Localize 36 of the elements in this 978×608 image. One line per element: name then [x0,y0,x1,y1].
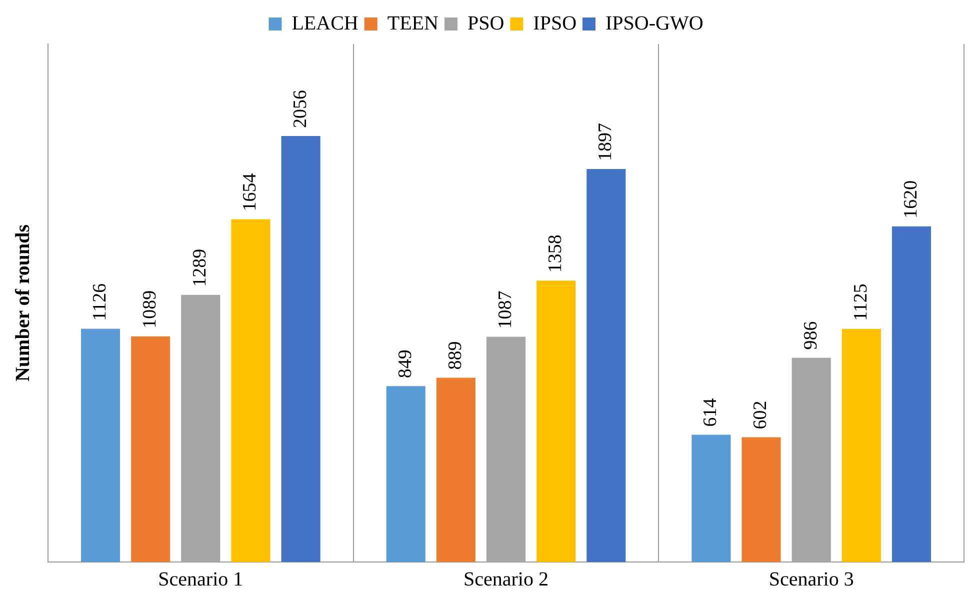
bar [892,226,932,562]
data-label: 2056 [290,90,311,128]
bar [231,219,270,562]
data-label: 1897 [595,122,616,161]
bar [131,336,170,562]
data-label: 1126 [90,283,110,321]
data-label: 889 [444,341,466,370]
data-label: 1620 [900,180,922,218]
bar [842,328,881,562]
bar [281,136,320,562]
y-axis-title: Number of rounds [12,224,34,382]
legend-label: IPSO-GWO [606,12,704,34]
bar [386,386,426,562]
data-label: 602 [750,400,772,430]
bar [742,437,781,562]
data-label: 1358 [545,234,566,273]
data-label: 614 [700,398,722,427]
data-label: 1654 [240,172,261,212]
bar [536,280,576,562]
bar [436,378,476,562]
x-tick-label: Scenario 2 [464,568,548,590]
data-label: 1289 [190,248,211,287]
legend-label: IPSO [533,12,577,34]
x-tick-label: Scenario 3 [768,568,854,590]
bar [586,168,626,562]
x-tick-label: Scenario 1 [158,568,244,590]
bar [692,434,731,562]
legend-label: PSO [467,12,504,34]
legend-label: LEACH [292,12,358,34]
legend-label: TEEN [387,12,438,34]
data-label: 1125 [850,284,872,321]
data-label: 1089 [140,290,161,328]
bar [80,328,120,562]
data-label: 986 [800,321,822,350]
data-label: 849 [394,350,416,378]
data-label: 1087 [494,290,516,329]
